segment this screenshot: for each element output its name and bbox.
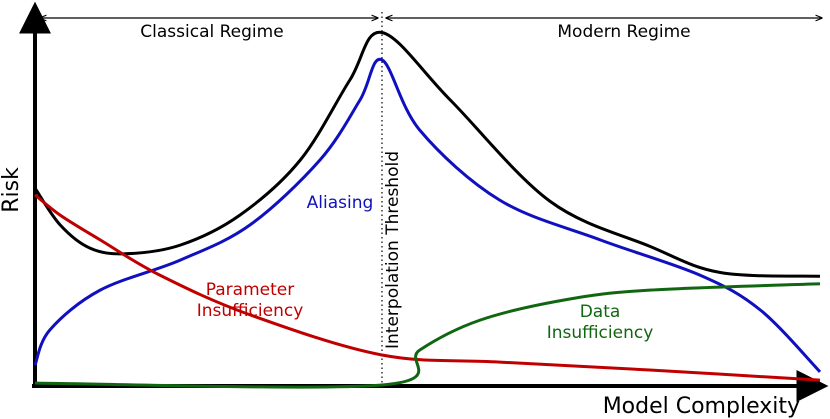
threshold-label: Interpolation Threshold <box>383 151 403 349</box>
line-series <box>33 30 821 278</box>
curve-label: Aliasing <box>306 193 374 213</box>
line-series <box>34 282 821 389</box>
x-axis-label: Model Complexity <box>603 394 800 419</box>
region-label: Classical Regime <box>140 22 283 42</box>
y-axis-label: Risk <box>0 167 24 213</box>
region-label: Modern Regime <box>557 22 690 42</box>
line-series <box>33 57 822 373</box>
curve-label: Data Insufficiency <box>546 302 654 343</box>
line-series <box>34 193 821 382</box>
curve-label: Parameter Insufficiency <box>196 280 304 321</box>
